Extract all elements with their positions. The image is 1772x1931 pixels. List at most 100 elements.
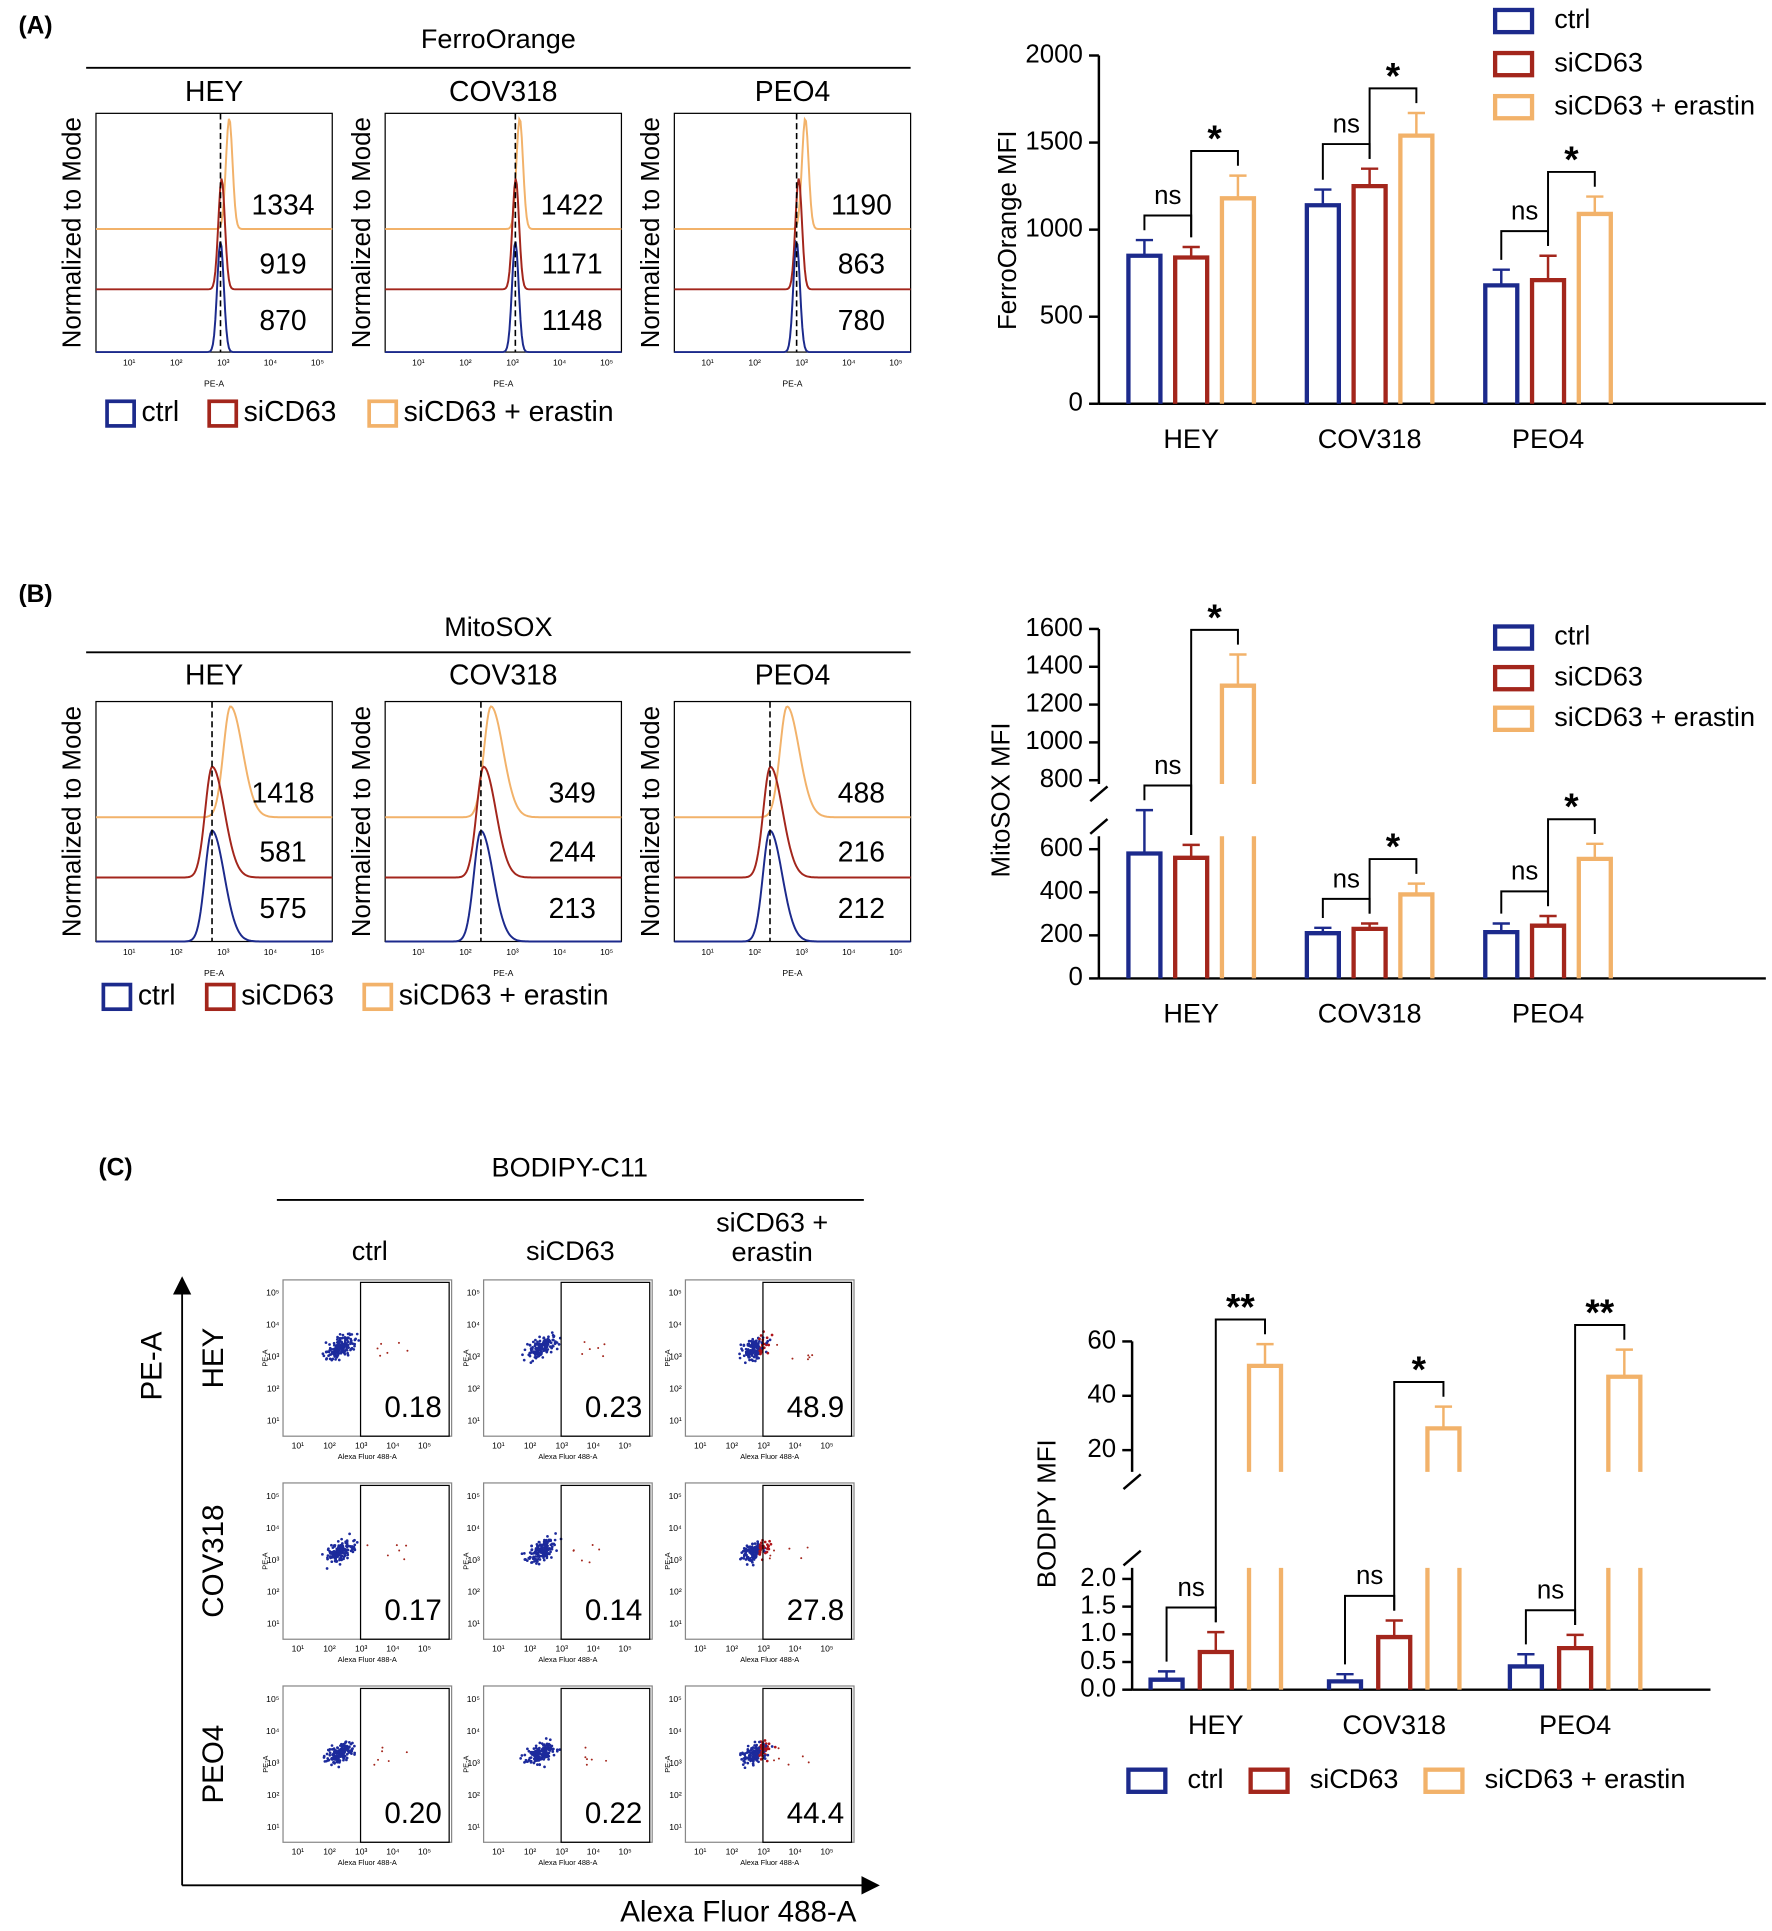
dot [331,1550,335,1554]
y-tick-label: 10³ [669,1352,682,1362]
dot [751,1359,755,1363]
bar [1351,926,1388,979]
significance-label: ns [1356,1562,1383,1590]
x-axis-label: PE-A [493,968,513,978]
dot [335,1547,339,1551]
y-tick-label: 400 [1040,877,1083,905]
y-tick-label: 10⁵ [467,1694,481,1704]
dot [332,1756,336,1759]
dot [751,1337,755,1341]
dot [339,1337,343,1340]
dot [343,1741,347,1745]
dot [756,1540,760,1543]
dot [341,1333,345,1337]
error-bar [1336,1672,1354,1682]
dot [328,1753,332,1757]
x-tick-label: 10⁵ [820,1643,834,1653]
legend-swatch [1492,705,1535,733]
mfi-label: 1334 [252,188,315,220]
dot [547,1335,550,1339]
dot [753,1359,757,1363]
dot [381,1746,384,1749]
dot [349,1340,353,1344]
significance-bracket [1574,1323,1626,1626]
dot [338,1332,342,1336]
y-tick-label: 10⁴ [467,1726,481,1736]
dot [759,1334,763,1337]
dot [405,1544,408,1547]
dot [353,1543,357,1547]
y-tick-label: 10⁴ [266,1726,280,1736]
significance-bracket [1393,1381,1445,1611]
dot [340,1537,343,1541]
dot [769,1542,773,1546]
error-bar [1539,254,1557,281]
x-tick-label: 10² [748,947,761,957]
dot [758,1754,761,1757]
dot [545,1344,548,1348]
y-tick-label: 10¹ [267,1416,280,1426]
dot [538,1741,542,1745]
bar [1173,255,1210,404]
x-tick-label: 10³ [556,1846,569,1856]
dot [750,1354,754,1357]
dot [597,1346,600,1349]
dot [605,1759,608,1762]
bar [1126,851,1163,979]
dot [350,1749,354,1753]
x-tick-label: 10² [459,947,472,957]
dot [523,1558,527,1561]
dot [758,1549,762,1553]
x-tick-label: 10⁴ [587,1846,601,1856]
dot [357,1339,361,1342]
dot [345,1756,349,1760]
dot [543,1538,546,1542]
dot [339,1750,343,1754]
legend-label: siCD63 [244,395,337,427]
legend-swatch [1248,1767,1290,1794]
dot [537,1347,541,1351]
y-tick-label: 10² [267,1587,280,1597]
mfi-label: 216 [838,836,885,868]
dot [333,1751,337,1755]
dot [336,1746,340,1750]
dot [529,1756,533,1759]
significance-bracket [1143,214,1193,238]
gate-percentage: 0.17 [384,1594,441,1627]
dot [539,1749,543,1753]
dot [546,1341,550,1345]
y-axis-label: Normalized to Mode [348,117,376,348]
mfi-label: 212 [838,892,885,924]
dot [547,1751,551,1755]
dot [750,1549,753,1553]
cell-line: COV318 [449,75,558,107]
dot [740,1551,744,1554]
panel-label: (B) [18,581,52,608]
dot [353,1744,356,1748]
dot [603,1343,606,1346]
dot [551,1750,555,1753]
dot [742,1343,746,1347]
dot [757,1746,761,1750]
dot [751,1563,755,1567]
dot [554,1532,557,1535]
small-y-label: PE-A [663,1349,672,1366]
y-tick-label: 40 [1087,1381,1116,1409]
y-tick-label: 1.5 [1080,1591,1116,1619]
dot [355,1541,359,1544]
legend-swatch [1492,93,1535,121]
mfi-label: 1148 [542,304,603,336]
y-tick-label: 0.0 [1080,1675,1116,1703]
dot [351,1741,354,1745]
x-tick-label: PEO4 [1512,997,1584,1028]
dot [523,1348,527,1352]
dot [532,1757,536,1761]
dot [539,1547,543,1551]
y-tick-label: 10⁴ [467,1523,481,1533]
dot [537,1746,541,1750]
gate [359,1281,450,1437]
significance-label: * [1564,139,1579,180]
dot [742,1557,746,1560]
dot [535,1759,539,1763]
dot [806,1546,809,1549]
